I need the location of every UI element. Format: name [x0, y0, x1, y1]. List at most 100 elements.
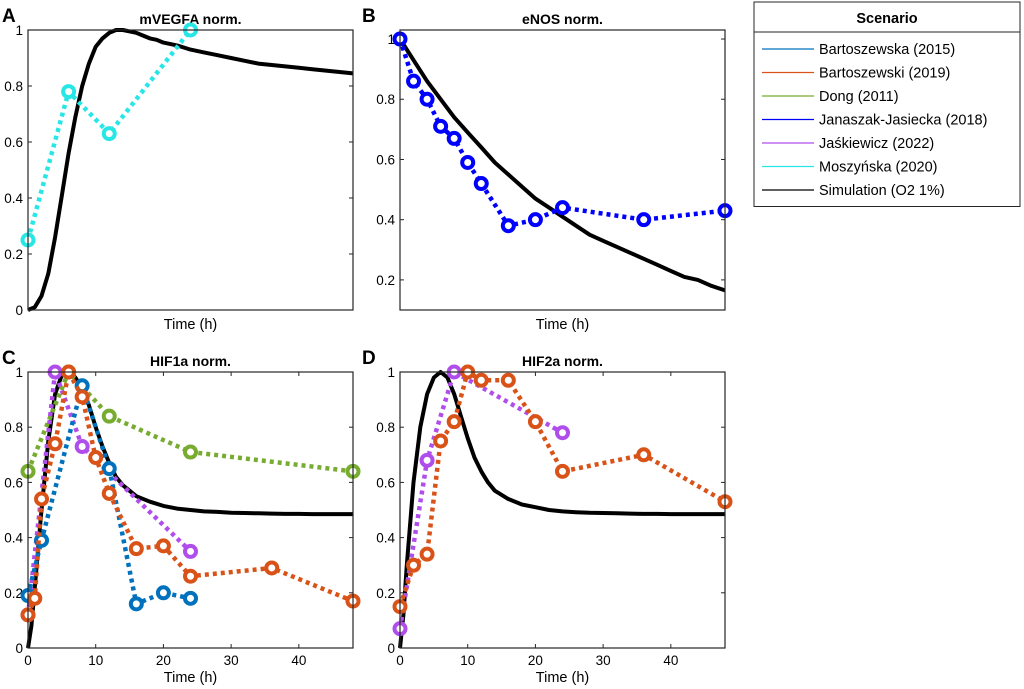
data-point	[500, 218, 516, 234]
data-point	[155, 538, 171, 554]
simulation-line	[27, 28, 354, 312]
legend-entry: Simulation (O2 1%)	[762, 183, 945, 199]
legend-entry: Moszyńska (2020)	[762, 160, 937, 176]
data-point	[460, 154, 476, 170]
legend-label: Janaszak-Jasiecka (2018)	[819, 113, 987, 129]
legend-label: Dong (2011)	[819, 89, 899, 105]
legend: Scenario Bartoszewska (2015) Bartoszewski …	[753, 1, 1021, 207]
data-point	[183, 444, 198, 460]
panel-title: mVEGFA norm.	[139, 11, 241, 27]
data-point	[155, 585, 171, 601]
y-tick-label: 0.2	[4, 586, 23, 601]
y-tick-label: 0.4	[376, 213, 395, 228]
x-tick-label: 40	[291, 653, 306, 668]
plot-area	[20, 364, 361, 649]
axes-box	[399, 371, 726, 649]
data-point	[419, 91, 435, 107]
data-point	[473, 176, 489, 192]
series-bartoszewska-2015	[20, 377, 198, 612]
legend-box	[753, 1, 1021, 207]
legend-entry: Bartoszewska (2015)	[762, 42, 955, 58]
legend-title: Scenario	[856, 11, 917, 27]
series-ja-kiewicz-2022	[392, 364, 570, 637]
x-tick-label: 10	[88, 653, 103, 668]
data-point	[61, 84, 77, 100]
plot-area	[392, 31, 733, 293]
simulation-line	[26, 370, 353, 649]
y-tick-label: 0	[387, 641, 395, 656]
x-tick-label: 30	[596, 653, 611, 668]
data-point	[128, 596, 144, 612]
data-point	[473, 372, 489, 388]
data-point	[34, 491, 50, 507]
axes-box	[27, 29, 354, 311]
plot-area	[392, 364, 733, 649]
axes-box	[399, 29, 726, 311]
series-line	[397, 368, 727, 608]
data-point	[101, 485, 117, 501]
series-line	[397, 38, 726, 229]
y-tick-label: 1	[387, 365, 395, 380]
data-point	[433, 433, 449, 449]
data-point	[419, 452, 435, 468]
plot-area	[20, 22, 354, 312]
series-janaszak-jasiecka-2018	[392, 31, 733, 234]
y-tick-label: 0.8	[4, 79, 23, 94]
data-point	[128, 541, 144, 557]
legend-entry: Janaszak-Jasiecka (2018)	[762, 113, 987, 129]
y-tick-label: 0.2	[376, 273, 395, 288]
panel-title: HIF1a norm.	[150, 353, 231, 369]
x-tick-label: 40	[663, 653, 678, 668]
panel-letter: C	[2, 348, 16, 369]
data-point	[101, 408, 117, 424]
y-tick-label: 0	[15, 641, 23, 656]
data-point	[527, 414, 543, 430]
panel-title: eNOS norm.	[522, 11, 603, 27]
panel-title: HIF2a norm.	[522, 353, 603, 369]
x-axis-label: Time (h)	[164, 670, 217, 686]
legend-label: Bartoszewska (2015)	[819, 42, 955, 58]
data-point	[88, 450, 104, 466]
data-point	[27, 590, 43, 606]
data-point	[419, 546, 435, 562]
legend-entry: Jaśkiewicz (2022)	[762, 136, 934, 152]
y-tick-label: 0.2	[376, 586, 395, 601]
y-tick-label: 0.4	[376, 531, 395, 546]
data-point	[74, 389, 90, 405]
legend-label: Simulation (O2 1%)	[819, 183, 945, 199]
x-tick-label: 10	[460, 653, 475, 668]
data-point	[636, 212, 652, 228]
x-tick-label: 30	[224, 653, 239, 668]
series-bartoszewski-2019	[392, 364, 733, 615]
data-point	[500, 372, 516, 388]
x-tick-label: 0	[396, 653, 404, 668]
x-tick-label: 0	[24, 653, 32, 668]
data-point	[446, 130, 462, 146]
data-point	[446, 414, 462, 430]
data-point	[406, 557, 422, 573]
y-tick-label: 0.8	[376, 420, 395, 435]
legend-entry: Dong (2011)	[762, 89, 899, 105]
panel-d: D HIF2a norm.00.20.40.60.810 10 20 30 40Time …	[362, 348, 733, 686]
y-tick-label: 1	[15, 23, 23, 38]
y-tick-label: 0	[15, 303, 23, 318]
x-axis-label: Time (h)	[164, 317, 217, 333]
x-tick-label: 20	[156, 653, 171, 668]
data-point	[433, 118, 449, 134]
x-tick-label: 20	[528, 653, 543, 668]
data-point	[183, 568, 198, 584]
data-point	[555, 200, 570, 216]
panel-letter: A	[2, 6, 16, 27]
legend-label: Bartoszewski (2019)	[819, 66, 950, 82]
y-tick-label: 1	[387, 32, 395, 47]
data-point	[101, 126, 117, 142]
x-axis-label: Time (h)	[536, 670, 589, 686]
series-moszy-ska-2020	[20, 22, 198, 248]
legend-label: Jaśkiewicz (2022)	[819, 136, 934, 152]
data-point	[527, 212, 543, 228]
data-point	[183, 590, 198, 606]
y-tick-label: 0.6	[376, 475, 395, 490]
simulation-line	[398, 370, 725, 649]
